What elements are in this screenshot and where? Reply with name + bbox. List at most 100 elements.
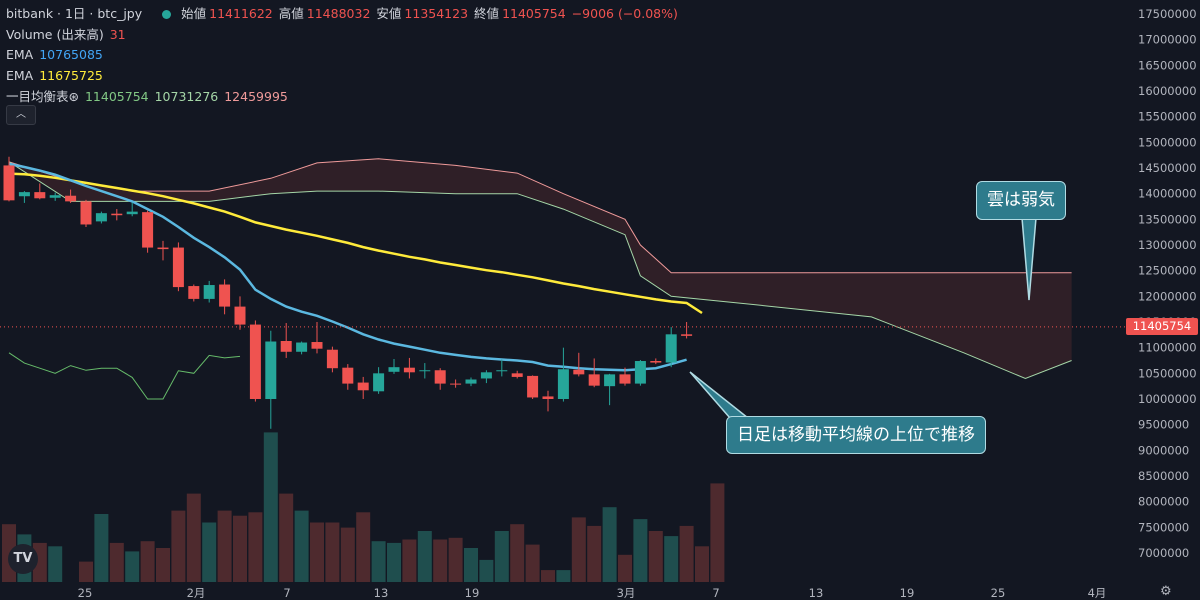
candle-body — [480, 372, 492, 379]
y-tick-label: 9000000 — [1138, 443, 1189, 457]
volume-bar — [433, 539, 448, 582]
volume-bar — [202, 522, 217, 582]
volume-bar — [510, 524, 525, 582]
candle-body — [557, 369, 569, 399]
volume-bar — [402, 539, 417, 582]
ema-fast-row[interactable]: EMA 10765085 — [6, 45, 684, 66]
volume-label: Volume (出来高) — [6, 26, 104, 42]
x-tick-label: 13 — [374, 586, 389, 600]
volume-bar — [494, 531, 509, 582]
price-annotation: 日足は移動平均線の上位で推移 — [726, 416, 986, 454]
y-tick-label: 12000000 — [1138, 289, 1197, 303]
y-tick-label: 15500000 — [1138, 110, 1197, 124]
candle-body — [18, 192, 30, 197]
candle-body — [203, 285, 215, 299]
candle-body — [465, 379, 477, 384]
cloud-annotation: 雲は弱気 — [976, 181, 1066, 220]
high-value: 11488032 — [306, 6, 371, 21]
candle-body — [265, 341, 277, 399]
close-value: 11405754 — [502, 6, 566, 21]
ichimoku-row[interactable]: 一目均衡表⊛ 11405754 10731276 12459995 — [6, 87, 684, 108]
candle-body — [619, 374, 631, 384]
ichimoku-cloud — [9, 158, 1072, 379]
y-tick-label: 13500000 — [1138, 212, 1197, 226]
chevron-up-icon: ︿ — [16, 109, 26, 120]
y-tick-label: 17500000 — [1138, 7, 1197, 21]
candle-body — [157, 247, 169, 250]
ema-fast-value: 10765085 — [39, 47, 103, 63]
last-price-tag: 11405754 — [1126, 318, 1198, 335]
symbol-title[interactable]: bitbank · 1日 · btc_jpy — [6, 6, 143, 21]
candle-body — [49, 195, 61, 198]
price-annotation-pointer — [689, 371, 751, 419]
cloud-span-a-line — [8, 158, 1072, 274]
collapse-legend-button[interactable]: ︿ — [6, 105, 36, 125]
ichimoku-value-2: 10731276 — [154, 88, 219, 104]
lagging-span-line — [8, 352, 241, 400]
low-label: 安値 — [376, 6, 402, 21]
volume-bar — [125, 551, 140, 582]
y-tick-label: 7500000 — [1138, 520, 1189, 534]
volume-bar — [294, 510, 309, 582]
volume-value: 31 — [109, 26, 126, 42]
candle-body — [111, 213, 123, 216]
volume-bar — [633, 519, 648, 582]
volume-bar — [695, 546, 709, 582]
open-label: 始値 — [181, 6, 207, 21]
high-label: 高値 — [278, 6, 304, 21]
x-tick-label: 7 — [283, 586, 290, 600]
ema-fast-line — [8, 162, 687, 372]
y-tick-label: 11000000 — [1138, 341, 1197, 355]
candle-body — [650, 361, 662, 363]
y-tick-label: 9500000 — [1138, 418, 1189, 432]
candle-body — [634, 361, 646, 384]
volume-bar — [618, 554, 632, 582]
volume-bar — [464, 548, 478, 582]
open-value: 11411622 — [209, 6, 273, 21]
candle-body — [542, 396, 554, 399]
volume-bar — [140, 541, 155, 582]
volume-bar — [310, 522, 324, 582]
cloud-span-b-line — [8, 161, 1072, 380]
y-tick-label: 10000000 — [1138, 392, 1197, 406]
candle-body — [188, 286, 200, 299]
volume-bar — [371, 541, 386, 582]
candle-body — [326, 349, 338, 369]
candle-body — [665, 334, 677, 363]
candle-body — [434, 370, 446, 384]
volume-bar — [217, 510, 232, 582]
volume-bar — [79, 561, 93, 582]
change-value: −9006 (−0.08%) — [571, 6, 678, 21]
settings-icon[interactable]: ⚙ — [1160, 584, 1172, 599]
volume-bar — [679, 525, 694, 582]
candle-body — [527, 375, 539, 398]
candle-body — [419, 370, 431, 372]
y-tick-label: 17000000 — [1138, 33, 1197, 47]
x-tick-label: 7 — [712, 586, 719, 600]
volume-bar — [602, 507, 617, 582]
volume-row[interactable]: Volume (出来高) 31 — [6, 25, 684, 46]
ema-slow-label: EMA — [6, 68, 34, 84]
candle-body — [681, 334, 693, 336]
volume-bar — [417, 531, 432, 582]
ichimoku-label: 一目均衡表⊛ — [6, 88, 79, 104]
candle-body — [95, 213, 107, 222]
y-tick-label: 15000000 — [1138, 135, 1197, 149]
candle-body — [219, 284, 231, 307]
candle-body — [280, 340, 292, 352]
volume-bar — [541, 570, 555, 582]
tradingview-logo[interactable]: TV — [8, 544, 38, 574]
x-tick-label: 13 — [809, 586, 824, 600]
volume-bar — [571, 517, 586, 582]
candle-body — [65, 195, 77, 202]
candle-body — [172, 247, 184, 288]
candle-body — [357, 382, 369, 391]
volume-bar — [233, 515, 247, 582]
x-tick-label: 25 — [78, 586, 93, 600]
volume-bar — [48, 546, 63, 582]
ema-slow-row[interactable]: EMA 11675725 — [6, 66, 684, 87]
y-tick-label: 14000000 — [1138, 187, 1197, 201]
candle-body — [296, 342, 308, 352]
volume-bar — [556, 570, 571, 582]
